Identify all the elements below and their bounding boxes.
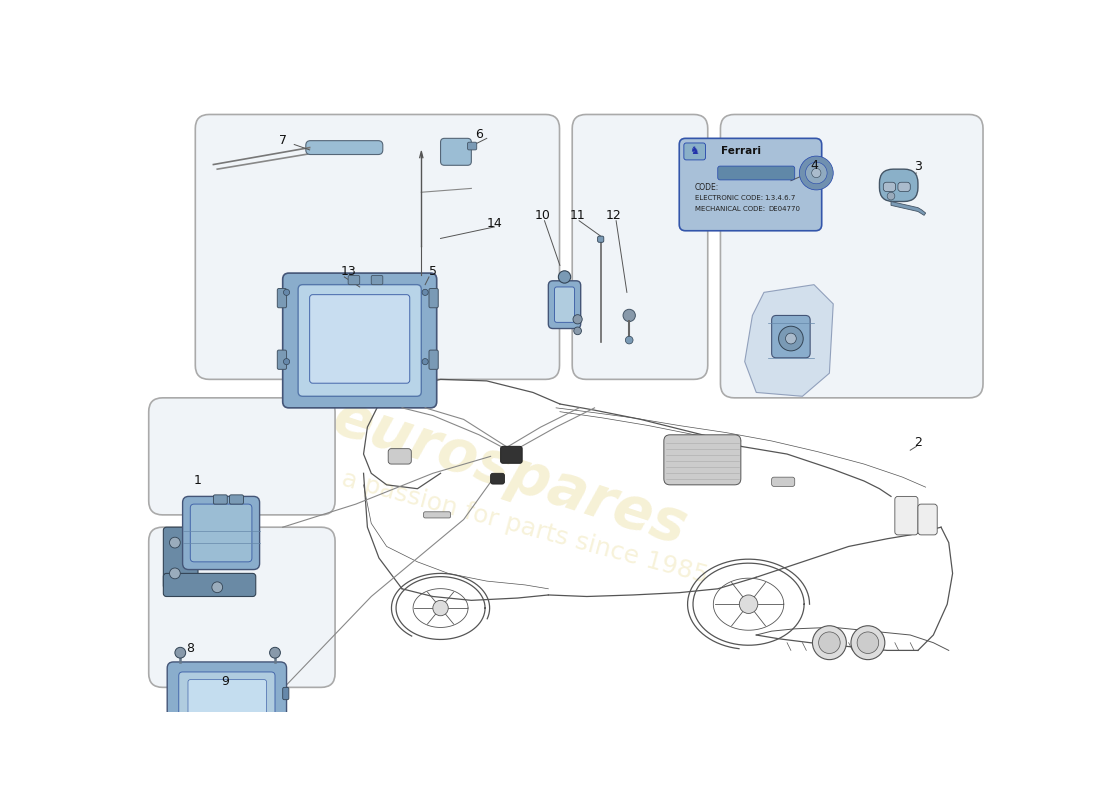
FancyBboxPatch shape bbox=[895, 496, 917, 535]
FancyBboxPatch shape bbox=[717, 166, 794, 180]
Circle shape bbox=[175, 647, 186, 658]
Circle shape bbox=[169, 568, 180, 578]
FancyBboxPatch shape bbox=[167, 662, 286, 746]
FancyBboxPatch shape bbox=[468, 142, 476, 150]
Text: 1: 1 bbox=[194, 474, 202, 487]
Circle shape bbox=[805, 162, 827, 184]
Text: MECHANICAL CODE:: MECHANICAL CODE: bbox=[695, 206, 764, 212]
FancyBboxPatch shape bbox=[310, 294, 409, 383]
FancyBboxPatch shape bbox=[372, 275, 383, 285]
Circle shape bbox=[813, 626, 846, 660]
Circle shape bbox=[433, 600, 449, 616]
FancyBboxPatch shape bbox=[772, 477, 794, 486]
FancyBboxPatch shape bbox=[283, 687, 289, 700]
Text: eurospares: eurospares bbox=[326, 389, 694, 558]
Text: 10: 10 bbox=[535, 209, 550, 222]
Text: 8: 8 bbox=[186, 642, 195, 655]
Circle shape bbox=[739, 595, 758, 614]
Circle shape bbox=[779, 326, 803, 351]
Text: 3: 3 bbox=[914, 160, 922, 174]
FancyBboxPatch shape bbox=[306, 141, 383, 154]
Circle shape bbox=[169, 538, 180, 548]
Text: 5: 5 bbox=[429, 265, 437, 278]
FancyBboxPatch shape bbox=[917, 504, 937, 535]
Circle shape bbox=[812, 168, 821, 178]
FancyBboxPatch shape bbox=[664, 435, 741, 485]
Circle shape bbox=[270, 647, 280, 658]
Text: 4: 4 bbox=[810, 158, 818, 172]
Text: 11: 11 bbox=[570, 209, 585, 222]
Text: 2: 2 bbox=[914, 436, 922, 449]
FancyBboxPatch shape bbox=[680, 138, 822, 230]
Text: a passion for parts since 1985: a passion for parts since 1985 bbox=[340, 466, 711, 588]
Circle shape bbox=[851, 626, 884, 660]
FancyBboxPatch shape bbox=[429, 350, 438, 370]
FancyBboxPatch shape bbox=[684, 143, 705, 160]
FancyBboxPatch shape bbox=[277, 350, 286, 370]
FancyBboxPatch shape bbox=[178, 672, 275, 738]
Text: 1.3.4.6.7: 1.3.4.6.7 bbox=[763, 195, 795, 202]
FancyBboxPatch shape bbox=[188, 680, 266, 730]
FancyBboxPatch shape bbox=[491, 474, 505, 484]
FancyBboxPatch shape bbox=[213, 495, 228, 504]
FancyBboxPatch shape bbox=[880, 169, 917, 202]
Circle shape bbox=[800, 156, 834, 190]
Text: 14: 14 bbox=[486, 217, 503, 230]
Circle shape bbox=[625, 336, 634, 344]
FancyBboxPatch shape bbox=[388, 449, 411, 464]
FancyBboxPatch shape bbox=[148, 398, 336, 515]
Circle shape bbox=[284, 290, 289, 295]
Text: 13: 13 bbox=[340, 265, 356, 278]
FancyBboxPatch shape bbox=[424, 512, 451, 518]
FancyBboxPatch shape bbox=[183, 496, 260, 570]
FancyBboxPatch shape bbox=[548, 281, 581, 329]
FancyBboxPatch shape bbox=[772, 315, 810, 358]
Circle shape bbox=[623, 310, 636, 322]
Text: 7: 7 bbox=[278, 134, 287, 147]
Text: Ferrari: Ferrari bbox=[720, 146, 761, 157]
FancyBboxPatch shape bbox=[298, 285, 421, 396]
FancyBboxPatch shape bbox=[500, 446, 522, 463]
Circle shape bbox=[785, 333, 796, 344]
FancyBboxPatch shape bbox=[572, 114, 707, 379]
Polygon shape bbox=[745, 285, 834, 396]
FancyBboxPatch shape bbox=[163, 574, 255, 597]
Circle shape bbox=[284, 358, 289, 365]
FancyBboxPatch shape bbox=[720, 114, 983, 398]
Text: CODE:: CODE: bbox=[695, 183, 719, 192]
Text: DE04770: DE04770 bbox=[769, 206, 801, 212]
Text: ♞: ♞ bbox=[690, 146, 700, 157]
FancyBboxPatch shape bbox=[554, 287, 574, 322]
Circle shape bbox=[559, 270, 571, 283]
FancyBboxPatch shape bbox=[440, 138, 472, 166]
FancyBboxPatch shape bbox=[148, 527, 336, 687]
FancyBboxPatch shape bbox=[163, 527, 198, 589]
FancyBboxPatch shape bbox=[196, 114, 560, 379]
Circle shape bbox=[212, 582, 222, 593]
FancyBboxPatch shape bbox=[277, 289, 286, 308]
Circle shape bbox=[422, 290, 428, 295]
Text: 9: 9 bbox=[221, 674, 229, 688]
Text: ELECTRONIC CODE:: ELECTRONIC CODE: bbox=[695, 195, 762, 202]
Circle shape bbox=[887, 192, 895, 200]
Text: 12: 12 bbox=[606, 209, 621, 222]
Circle shape bbox=[818, 632, 840, 654]
Polygon shape bbox=[891, 202, 926, 215]
FancyBboxPatch shape bbox=[348, 275, 360, 285]
FancyBboxPatch shape bbox=[597, 236, 604, 242]
FancyBboxPatch shape bbox=[883, 182, 895, 191]
Circle shape bbox=[422, 358, 428, 365]
Text: 6: 6 bbox=[475, 128, 483, 141]
FancyBboxPatch shape bbox=[429, 289, 438, 308]
Circle shape bbox=[573, 314, 582, 324]
FancyBboxPatch shape bbox=[190, 504, 252, 562]
Circle shape bbox=[574, 327, 582, 334]
FancyBboxPatch shape bbox=[230, 495, 243, 504]
FancyBboxPatch shape bbox=[898, 182, 911, 191]
FancyBboxPatch shape bbox=[283, 273, 437, 408]
Circle shape bbox=[857, 632, 879, 654]
